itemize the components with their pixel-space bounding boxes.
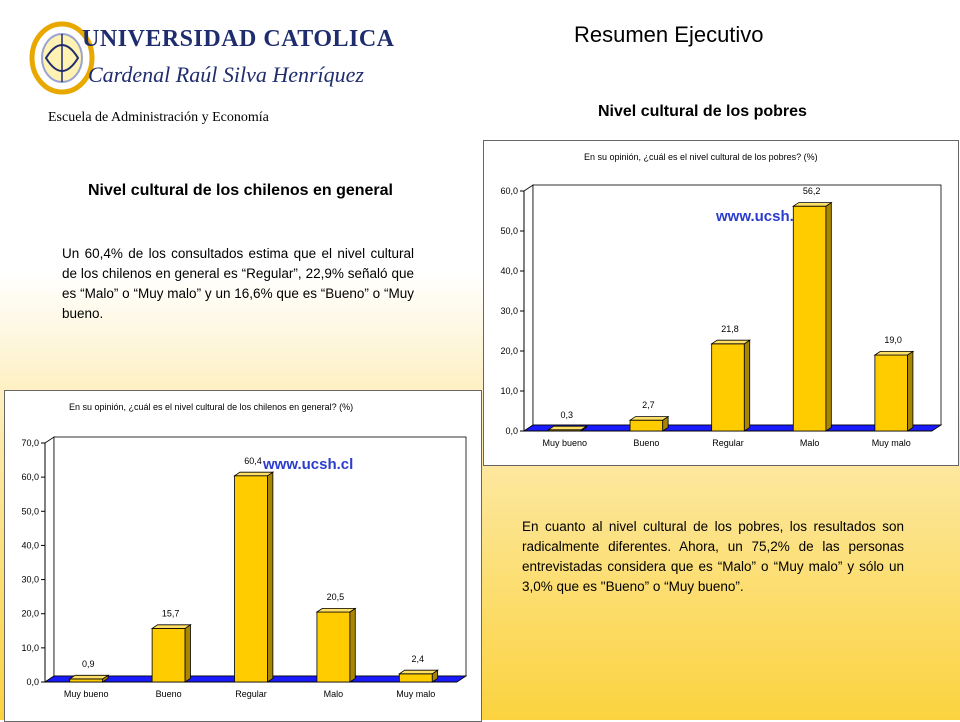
bar-side-2 [267, 471, 274, 683]
bar-4 [398, 673, 433, 683]
bar-side-1 [184, 624, 191, 683]
bar-3 [792, 205, 827, 432]
bar-top-1 [628, 416, 670, 421]
y-tick-label: 10,0 [21, 643, 39, 653]
data-label-3: 20,5 [327, 592, 345, 602]
bar-side-4 [907, 350, 914, 432]
chart-watermark: www.ucsh.cl [262, 456, 353, 473]
bar-top-0 [547, 425, 588, 431]
bar-4 [874, 354, 908, 432]
y-tick-label: 60,0 [21, 472, 39, 482]
y-tick-label: 30,0 [500, 306, 518, 316]
data-label-0: 0,9 [82, 659, 95, 669]
y-tick-label: 70,0 [21, 438, 39, 448]
university-logo: UNIVERSIDAD CATOLICA Cardenal Raúl Silva… [26, 12, 394, 102]
x-category-label-4: Muy malo [872, 438, 911, 448]
data-label-1: 15,7 [162, 608, 180, 618]
chart-title: En su opinión, ¿cuál es el nivel cultura… [69, 402, 353, 412]
chart-chilenos-general: En su opinión, ¿cuál es el nivel cultura… [4, 390, 482, 722]
chart-watermark: www.ucsh.cl [715, 208, 806, 225]
data-label-3: 56,2 [803, 186, 821, 196]
chart-pobres-svg: En su opinión, ¿cuál es el nivel cultura… [500, 152, 943, 448]
page-title: Resumen Ejecutivo [574, 22, 764, 47]
data-label-1: 2,7 [642, 400, 655, 410]
data-label-2: 60,4 [244, 456, 262, 466]
x-category-label-3: Malo [800, 438, 820, 448]
chart-title: En su opinión, ¿cuál es el nivel cultura… [584, 152, 818, 162]
y-tick-label: 40,0 [21, 540, 39, 550]
x-category-label-2: Regular [235, 689, 267, 699]
y-tick-label: 20,0 [21, 609, 39, 619]
bar-top-4 [397, 669, 440, 675]
bar-2 [711, 343, 745, 432]
x-category-label-4: Muy malo [396, 689, 435, 699]
bar-side-3 [825, 201, 832, 432]
x-category-label-0: Muy bueno [64, 689, 109, 699]
logo-emblem-icon [29, 21, 95, 95]
y-tick-label: 40,0 [500, 266, 518, 276]
data-label-0: 0,3 [561, 410, 574, 420]
x-category-label-1: Bueno [633, 438, 659, 448]
bar-top-2 [710, 339, 752, 345]
x-category-label-1: Bueno [156, 689, 182, 699]
chart-chilenos-svg: En su opinión, ¿cuál es el nivel cultura… [21, 402, 468, 699]
y-tick-label: 0,0 [505, 426, 518, 436]
y-tick-label: 50,0 [21, 506, 39, 516]
bar-3 [316, 611, 351, 683]
data-label-4: 2,4 [412, 654, 425, 664]
right-section-heading: Nivel cultural de los pobres [598, 103, 807, 120]
chart-pobres: En su opinión, ¿cuál es el nivel cultura… [483, 140, 959, 466]
logo-cardinal-name: Cardenal Raúl Silva Henríquez [88, 62, 364, 87]
bar-top-2 [233, 471, 275, 477]
bar-side-3 [349, 607, 356, 683]
school-name: Escuela de Administración y Economía [48, 110, 269, 125]
y-tick-label: 10,0 [500, 386, 518, 396]
chart-side-wall [44, 436, 55, 683]
bar-1 [629, 419, 664, 432]
left-section-heading: Nivel cultural de los chilenos en genera… [88, 182, 393, 199]
y-tick-label: 60,0 [500, 186, 518, 196]
bar-top-0 [68, 674, 110, 680]
logo-university-name: UNIVERSIDAD CATOLICA [82, 26, 395, 52]
x-category-label-0: Muy bueno [543, 438, 588, 448]
bar-top-4 [873, 351, 915, 356]
y-tick-label: 30,0 [21, 575, 39, 585]
y-tick-label: 20,0 [500, 346, 518, 356]
x-category-label-3: Malo [324, 689, 344, 699]
bar-side-2 [743, 339, 751, 432]
data-label-2: 21,8 [721, 324, 739, 334]
bar-2 [234, 475, 268, 683]
bar-1 [151, 627, 186, 683]
chart-side-wall [523, 184, 534, 432]
bar-top-1 [150, 624, 192, 629]
right-summary-paragraph: En cuanto al nivel cultural de los pobre… [522, 519, 904, 594]
bar-top-3 [791, 202, 833, 207]
bar-top-3 [315, 608, 357, 613]
x-category-label-2: Regular [712, 438, 744, 448]
y-tick-label: 50,0 [500, 226, 518, 236]
data-label-4: 19,0 [884, 335, 902, 345]
y-tick-label: 0,0 [26, 677, 39, 687]
bar-0 [69, 678, 104, 683]
left-summary-paragraph: Un 60,4% de los consultados estima que e… [62, 246, 414, 321]
